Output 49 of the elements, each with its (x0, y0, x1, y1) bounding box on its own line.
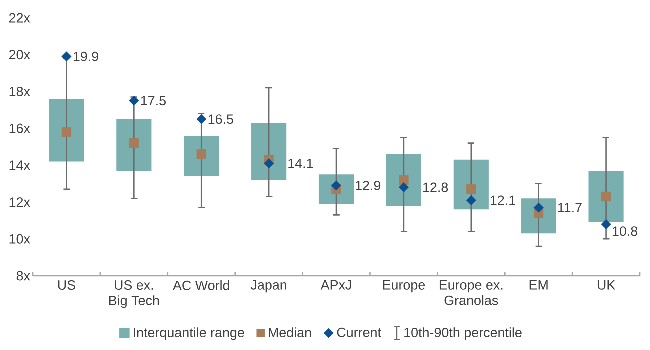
x-tick-label: Europe ex. Granolas (440, 280, 503, 306)
point (264, 158, 274, 169)
data-label: 16.5 (208, 114, 234, 124)
legend-label: Interquantile range (134, 328, 244, 340)
point (601, 219, 612, 230)
text: 10th-90th percentile (404, 328, 522, 340)
point (129, 138, 139, 148)
x-tick-label: UK (598, 280, 616, 290)
data-label: 14.1 (288, 158, 314, 168)
point (196, 150, 206, 160)
y-tick-label: 18x (10, 86, 30, 96)
point (62, 52, 72, 62)
data-label: 10.8 (613, 226, 638, 236)
point (466, 195, 476, 206)
data-label: 19.9 (74, 52, 98, 62)
legend-label: Current (337, 328, 382, 338)
legend-label: Median (269, 328, 312, 338)
data-label: 17.5 (141, 96, 166, 106)
bar (588, 170, 624, 223)
data-label: 12.1 (490, 196, 516, 206)
point (601, 192, 612, 202)
y-tick-label: 12x (10, 198, 30, 207)
x-tick-label: EM (530, 280, 548, 290)
x-tick-label: Europe (383, 280, 426, 293)
y-tick-label: 16x (10, 124, 30, 134)
y-tick-label: 10x (10, 234, 30, 244)
x-tick-label: APxJ (320, 280, 352, 290)
x-tick-label: Japan (250, 280, 287, 293)
data-label: 12.9 (356, 180, 381, 190)
point (534, 202, 544, 213)
bar (49, 99, 84, 162)
point (196, 114, 207, 124)
y-tick-label: 8x (16, 271, 30, 281)
y-tick-label: 14x (10, 160, 30, 170)
point (399, 175, 409, 185)
point (129, 96, 140, 106)
y-tick-label: 20x (9, 50, 30, 60)
point (466, 184, 476, 194)
bar (252, 123, 287, 180)
point (331, 180, 342, 191)
x-tick-label: AC World (172, 280, 230, 290)
data-label: 11.7 (558, 203, 582, 212)
x-tick-label: US (58, 280, 76, 290)
point (62, 127, 72, 138)
x-tick-label: US ex. Big Tech (109, 280, 160, 308)
bar (116, 119, 152, 171)
point (398, 182, 409, 193)
y-tick-label: 22x (9, 13, 30, 23)
data-label: 12.8 (424, 182, 448, 192)
